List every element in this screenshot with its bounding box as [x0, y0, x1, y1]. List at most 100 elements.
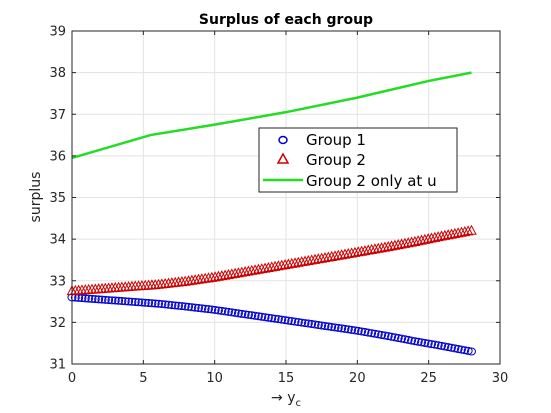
data-point-group-1 — [114, 296, 124, 305]
data-point-group-1 — [380, 331, 390, 340]
data-point-group-1 — [144, 298, 154, 307]
series-line-group-2-only-at-u — [71, 71, 472, 160]
data-point-group-1 — [220, 307, 230, 316]
data-point-group-2 — [332, 249, 344, 260]
data-point-group-1 — [87, 294, 97, 303]
data-point-group-1 — [460, 346, 470, 355]
data-point-group-1 — [273, 315, 283, 324]
legend-box — [258, 127, 458, 193]
data-point-group-2 — [229, 267, 241, 278]
data-point-group-1 — [403, 335, 413, 344]
data-point-group-1 — [147, 299, 157, 308]
data-point-group-1 — [174, 301, 184, 310]
data-point-group-2 — [319, 252, 331, 263]
y-tick-label: 31 — [49, 358, 66, 373]
legend-label-group-2: Group 2 — [306, 151, 366, 169]
data-point-group-2 — [382, 240, 394, 251]
data-point-group-1 — [180, 302, 190, 311]
data-point-group-1 — [377, 330, 387, 339]
data-point-group-2 — [213, 270, 224, 281]
data-point-group-2 — [452, 227, 464, 238]
data-point-group-1 — [150, 299, 160, 308]
data-point-group-2 — [459, 225, 471, 237]
data-point-group-2 — [259, 262, 271, 273]
data-point-group-2 — [436, 230, 447, 241]
data-point-group-1 — [393, 334, 403, 343]
data-point-group-1 — [446, 343, 456, 352]
data-point-group-1 — [313, 321, 323, 330]
data-point-group-2 — [396, 238, 407, 249]
data-point-group-2 — [349, 246, 361, 257]
data-point-group-1 — [213, 306, 223, 315]
data-point-group-2 — [313, 253, 324, 264]
data-point-group-2 — [226, 268, 238, 279]
data-point-group-2 — [462, 225, 474, 236]
data-point-group-2 — [209, 271, 221, 282]
data-point-group-1 — [227, 308, 237, 317]
data-point-group-1 — [290, 317, 300, 326]
data-point-group-2 — [269, 260, 281, 271]
data-point-group-1 — [164, 300, 174, 309]
x-tick-label: 30 — [492, 371, 509, 386]
data-point-group-1 — [337, 324, 347, 333]
data-point-group-1 — [303, 319, 313, 328]
x-tick-label: 25 — [420, 371, 437, 386]
x-axis-label-subscript: c — [295, 398, 301, 409]
x-tick-label: 0 — [68, 371, 76, 386]
data-point-group-1 — [223, 307, 233, 316]
data-point-group-1 — [387, 332, 397, 341]
data-point-group-1 — [360, 328, 370, 337]
data-point-group-1 — [140, 298, 150, 307]
data-point-group-1 — [370, 329, 380, 338]
y-tick-label: 34 — [49, 233, 66, 248]
data-point-group-1 — [177, 302, 187, 311]
data-point-group-2 — [429, 231, 441, 242]
data-point-group-1 — [200, 304, 210, 313]
data-point-group-2 — [316, 252, 327, 263]
data-point-group-1 — [280, 316, 290, 325]
data-point-group-2 — [386, 240, 397, 251]
data-point-group-2 — [376, 242, 387, 253]
data-point-group-1 — [207, 305, 217, 314]
data-point-group-1 — [137, 298, 147, 307]
data-point-group-1 — [410, 337, 420, 346]
data-point-group-1 — [170, 301, 180, 310]
data-point-group-2 — [426, 232, 437, 243]
data-point-group-1 — [260, 313, 270, 322]
data-point-group-2 — [409, 235, 421, 246]
series-group-2-only-at-u — [71, 71, 472, 160]
data-point-group-1 — [433, 341, 443, 350]
data-point-group-1 — [197, 304, 207, 313]
x-tick-label: 20 — [349, 371, 366, 386]
data-point-group-2 — [356, 245, 367, 256]
data-point-group-1 — [390, 333, 400, 342]
data-point-group-1 — [263, 313, 273, 322]
data-point-group-2 — [306, 254, 318, 265]
data-point-group-1 — [347, 325, 357, 334]
y-tick-label: 35 — [49, 191, 66, 206]
data-point-group-2 — [412, 235, 424, 246]
legend-label-group-2-only-at-u: Group 2 only at u — [306, 172, 437, 190]
x-axis-label-main: → y — [271, 390, 295, 406]
data-point-group-1 — [233, 309, 243, 318]
data-point-group-1 — [287, 317, 297, 326]
data-point-group-1 — [297, 318, 307, 327]
data-point-group-1 — [407, 336, 417, 345]
data-point-group-1 — [423, 339, 433, 348]
data-point-group-1 — [327, 322, 337, 331]
data-point-group-1 — [350, 326, 360, 335]
x-tick-label: 10 — [206, 371, 223, 386]
y-axis-label: surplus — [28, 172, 44, 223]
data-point-group-2 — [439, 229, 451, 240]
data-point-group-2 — [293, 256, 304, 267]
legend: Group 1 Group 2 Group 2 only at u — [258, 127, 458, 193]
data-point-group-1 — [210, 305, 220, 314]
data-point-group-1 — [187, 303, 197, 312]
data-point-group-1 — [430, 340, 440, 349]
data-point-group-1 — [440, 342, 450, 351]
data-point-group-1 — [427, 340, 437, 349]
data-point-group-2 — [239, 266, 251, 277]
data-point-group-2 — [276, 259, 288, 270]
data-point-group-2 — [303, 254, 314, 266]
data-point-group-1 — [277, 315, 287, 324]
